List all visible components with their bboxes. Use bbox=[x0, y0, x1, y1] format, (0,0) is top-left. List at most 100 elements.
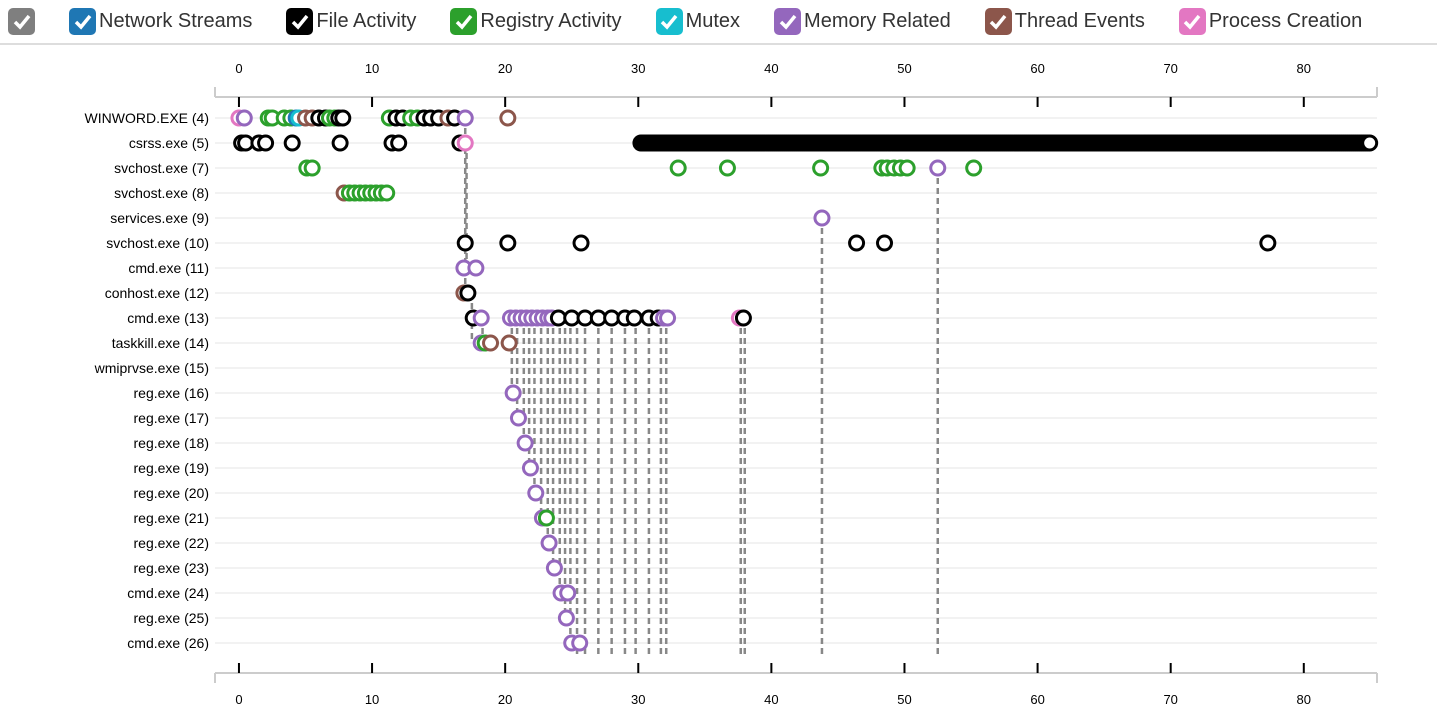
event-point-file bbox=[625, 309, 643, 327]
event-point-memory bbox=[235, 109, 253, 127]
legend-toggle-registry[interactable]: Registry Activity bbox=[450, 8, 622, 35]
x-tick: 10 bbox=[365, 61, 379, 107]
x-tick: 40 bbox=[764, 61, 779, 107]
event-point-memory bbox=[557, 609, 575, 627]
row-label: conhost.exe (12) bbox=[105, 285, 209, 301]
tick-label: 80 bbox=[1297, 692, 1311, 707]
event-point-memory bbox=[509, 409, 527, 427]
legend-toggle-network[interactable]: Network Streams bbox=[69, 8, 252, 35]
event-point-file bbox=[456, 234, 474, 252]
checkbox-icon bbox=[69, 8, 96, 35]
row-label: services.exe (9) bbox=[110, 210, 209, 226]
x-tick: 70 bbox=[1163, 61, 1178, 107]
row-label: taskkill.exe (14) bbox=[112, 335, 209, 351]
legend-toggle-mutex[interactable]: Mutex bbox=[655, 8, 741, 35]
legend-toggle-thread[interactable]: Thread Events bbox=[984, 8, 1145, 35]
checkbox-icon bbox=[286, 8, 314, 35]
checkbox-icon bbox=[1178, 8, 1206, 35]
event-point-file bbox=[283, 134, 301, 152]
tick-label: 0 bbox=[235, 692, 242, 707]
event-point-file bbox=[334, 109, 352, 127]
event-point-file bbox=[331, 134, 349, 152]
legend-label: Memory Related bbox=[804, 10, 951, 32]
tick-label: 40 bbox=[764, 692, 778, 707]
tick-label: 80 bbox=[1297, 61, 1311, 76]
x-tick: 20 bbox=[498, 663, 512, 707]
legend-label: Registry Activity bbox=[480, 10, 622, 32]
tick-label: 20 bbox=[498, 61, 512, 76]
row-label: wmiprvse.exe (15) bbox=[94, 360, 209, 376]
checkbox-icon bbox=[774, 8, 802, 35]
event-point-memory bbox=[929, 159, 947, 177]
row-label: svchost.exe (7) bbox=[114, 160, 209, 176]
event-point-memory bbox=[545, 559, 563, 577]
x-tick: 70 bbox=[1163, 663, 1178, 707]
event-point-memory bbox=[456, 109, 474, 127]
event-point-registry bbox=[669, 159, 687, 177]
row-label: reg.exe (18) bbox=[134, 435, 209, 451]
legend-toggle-file[interactable]: File Activity bbox=[286, 8, 416, 35]
event-point-registry bbox=[378, 184, 396, 202]
event-point-memory bbox=[504, 384, 522, 402]
tick-label: 50 bbox=[897, 692, 911, 707]
legend-label: Mutex bbox=[685, 10, 741, 32]
tick-label: 0 bbox=[235, 61, 242, 76]
timeline-chart: WINWORD.EXE (4) csrss.exe (5) svchost.exe … bbox=[85, 61, 1379, 707]
x-tick: 60 bbox=[1030, 663, 1045, 707]
x-tick: 80 bbox=[1297, 663, 1311, 707]
event-point-memory bbox=[540, 534, 558, 552]
row-label: reg.exe (23) bbox=[134, 560, 209, 576]
x-tick: 30 bbox=[631, 663, 646, 707]
legend-toggle-process[interactable]: Process Creation bbox=[1178, 8, 1362, 35]
event-point-memory bbox=[527, 484, 545, 502]
checkbox-icon bbox=[655, 8, 683, 35]
tick-label: 30 bbox=[631, 692, 645, 707]
row-label: reg.exe (16) bbox=[134, 385, 209, 401]
legend-toggle-all[interactable] bbox=[8, 8, 35, 35]
tick-label: 50 bbox=[897, 61, 911, 76]
event-point-registry bbox=[718, 159, 736, 177]
row-label: cmd.exe (26) bbox=[127, 635, 209, 651]
tick-label: 30 bbox=[631, 61, 645, 76]
row-label: reg.exe (25) bbox=[134, 610, 209, 626]
event-point-file bbox=[390, 134, 408, 152]
tick-label: 70 bbox=[1163, 61, 1177, 76]
tick-label: 60 bbox=[1030, 61, 1044, 76]
tick-label: 20 bbox=[498, 692, 512, 707]
row-label: cmd.exe (13) bbox=[127, 310, 209, 326]
event-point-memory bbox=[516, 434, 534, 452]
event-point-file bbox=[499, 234, 517, 252]
row-label: cmd.exe (11) bbox=[128, 260, 209, 276]
legend-toggle-memory[interactable]: Memory Related bbox=[774, 8, 951, 35]
legend: Network Streams File Activity Registry Act… bbox=[0, 0, 1437, 45]
row-label: reg.exe (20) bbox=[134, 485, 209, 501]
event-point-file bbox=[734, 309, 752, 327]
checkbox-icon bbox=[450, 8, 478, 35]
x-tick: 50 bbox=[897, 663, 912, 707]
event-point-memory bbox=[813, 209, 831, 227]
x-tick: 60 bbox=[1030, 61, 1045, 107]
event-point-file bbox=[257, 134, 275, 152]
x-tick: 10 bbox=[365, 663, 379, 707]
row-label: reg.exe (19) bbox=[134, 460, 209, 476]
row-label: cmd.exe (24) bbox=[127, 585, 209, 601]
event-point-registry bbox=[303, 159, 321, 177]
tick-label: 60 bbox=[1030, 692, 1044, 707]
event-point-file bbox=[1259, 234, 1277, 252]
tick-label: 40 bbox=[764, 61, 778, 76]
event-point-memory bbox=[659, 309, 677, 327]
row-label: reg.exe (22) bbox=[134, 535, 209, 551]
checkbox-icon bbox=[984, 8, 1012, 35]
event-point-thread bbox=[499, 109, 517, 127]
row-label: reg.exe (17) bbox=[134, 410, 209, 426]
x-tick: 50 bbox=[897, 61, 912, 107]
x-tick: 20 bbox=[498, 61, 512, 107]
event-point-memory bbox=[559, 584, 577, 602]
event-point-registry bbox=[898, 159, 916, 177]
x-tick: 0 bbox=[235, 663, 243, 707]
event-point-thread bbox=[482, 334, 500, 352]
tick-label: 10 bbox=[365, 61, 379, 76]
x-tick: 40 bbox=[764, 663, 779, 707]
event-point-file bbox=[876, 234, 894, 252]
legend-label: Network Streams bbox=[99, 10, 253, 32]
